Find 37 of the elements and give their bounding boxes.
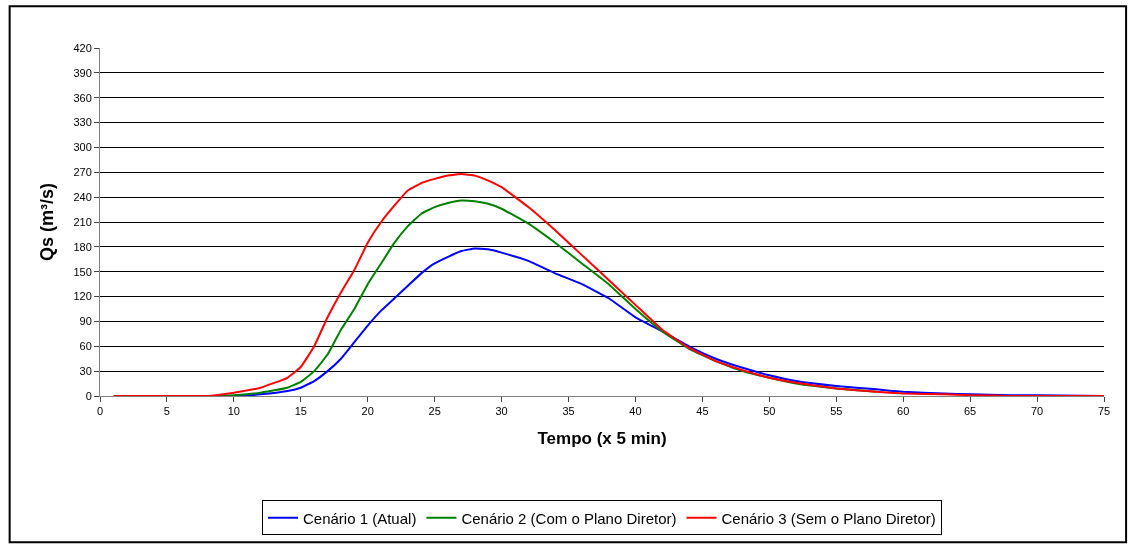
x-tick-label: 20	[361, 405, 374, 418]
y-tick-label: 180	[73, 240, 92, 253]
x-tick-label: 65	[964, 405, 977, 418]
legend-label: Cenário 3 (Sem o Plano Diretor)	[721, 509, 936, 527]
x-tick-label: 70	[1030, 405, 1044, 418]
x-tick-label: 45	[696, 405, 709, 418]
x-axis-title: Tempo (x 5 min)	[537, 428, 667, 448]
y-tick-label: 390	[73, 66, 92, 79]
y-tick-label: 420	[73, 41, 92, 54]
x-tick-label: 35	[562, 405, 575, 418]
line-series	[112, 172, 1104, 396]
y-tick-label: 300	[73, 141, 92, 154]
x-tick-label: 0	[96, 405, 104, 418]
x-tick-label: 10	[227, 405, 240, 418]
y-tick-label: 210	[73, 215, 92, 228]
y-tick-label: 240	[73, 190, 92, 203]
y-axis-title: Qs (m³/s)	[36, 182, 57, 262]
y-tick-label: 330	[73, 116, 92, 129]
x-tick-label: 25	[428, 405, 441, 418]
y-tick-label: 150	[73, 265, 92, 278]
y-tick-label: 60	[79, 340, 92, 353]
x-tick-label: 40	[629, 405, 642, 418]
x-tick-label: 50	[763, 405, 776, 418]
y-tick-label: 360	[73, 91, 92, 104]
y-tick-label: 120	[73, 290, 92, 303]
legend-label: Cenário 1 (Atual)	[303, 509, 417, 527]
x-tick-label: 15	[294, 405, 307, 418]
x-tick-label: 55	[830, 405, 843, 418]
y-tick-label: 0	[85, 389, 92, 402]
legend-label: Cenário 2 (Com o Plano Diretor)	[461, 509, 677, 527]
x-tick-label: 5	[163, 405, 170, 418]
y-tick-label: 90	[79, 315, 92, 328]
x-tick-label: 75	[1097, 405, 1111, 418]
y-tick-label: 270	[73, 166, 92, 179]
y-tick-label: 30	[79, 364, 92, 377]
x-tick-label: 60	[897, 405, 910, 418]
x-tick-label: 30	[495, 405, 508, 418]
